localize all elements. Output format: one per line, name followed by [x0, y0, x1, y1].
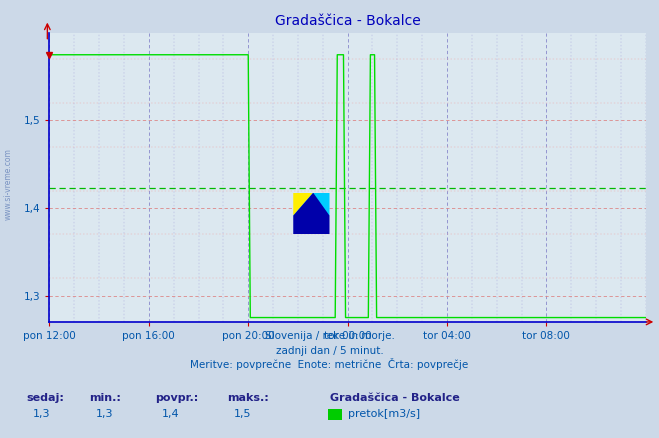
Text: Slovenija / reke in morje.: Slovenija / reke in morje.: [264, 332, 395, 342]
Text: pretok[m3/s]: pretok[m3/s]: [348, 409, 420, 419]
Text: maks.:: maks.:: [227, 393, 269, 403]
Text: Meritve: povprečne  Enote: metrične  Črta: povprečje: Meritve: povprečne Enote: metrične Črta:…: [190, 358, 469, 371]
Text: 1,5: 1,5: [234, 409, 252, 419]
Text: www.si-vreme.com: www.si-vreme.com: [3, 148, 13, 220]
Text: 1,3: 1,3: [33, 409, 51, 419]
Title: Gradaščica - Bokalce: Gradaščica - Bokalce: [275, 14, 420, 28]
Text: 1,3: 1,3: [96, 409, 113, 419]
Text: sedaj:: sedaj:: [26, 393, 64, 403]
Text: min.:: min.:: [89, 393, 121, 403]
Polygon shape: [293, 193, 330, 234]
Text: povpr.:: povpr.:: [155, 393, 198, 403]
Text: 1,4: 1,4: [161, 409, 179, 419]
Polygon shape: [293, 193, 313, 215]
Text: zadnji dan / 5 minut.: zadnji dan / 5 minut.: [275, 346, 384, 356]
Text: Gradaščica - Bokalce: Gradaščica - Bokalce: [330, 393, 459, 403]
Polygon shape: [293, 193, 330, 215]
